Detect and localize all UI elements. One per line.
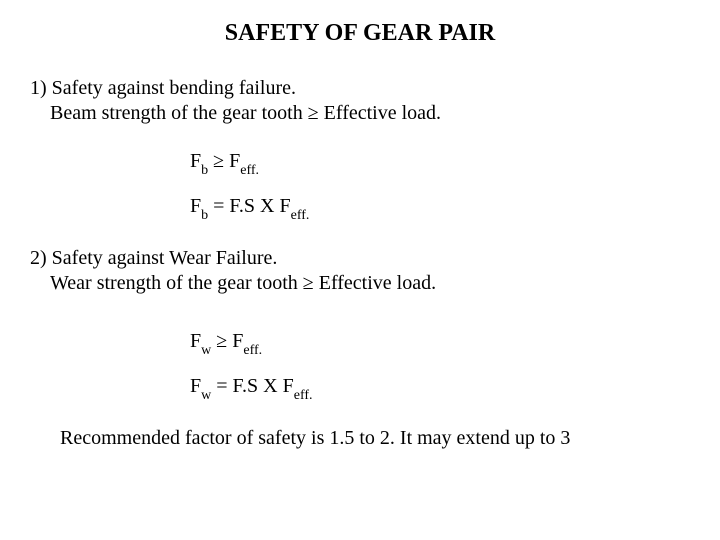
footnote: Recommended factor of safety is 1.5 to 2…: [60, 427, 690, 450]
section1-line: Beam strength of the gear tooth ≥ Effect…: [50, 102, 690, 125]
f11-main: F: [190, 150, 201, 172]
section2-line: Wear strength of the gear tooth ≥ Effect…: [50, 272, 690, 295]
f21-sub2: eff.: [243, 343, 262, 358]
f12-sub1: b: [201, 208, 208, 223]
formula-1-1: Fb ≥ Feff.: [190, 150, 690, 177]
section1-header: 1) Safety against bending failure.: [30, 77, 690, 100]
formula-block-2: Fw ≥ Feff. Fw = F.S X Feff.: [190, 330, 690, 402]
section2-header: 2) Safety against Wear Failure.: [30, 247, 690, 270]
f12-mid: = F.S X F: [208, 195, 291, 217]
f21-main: F: [190, 330, 201, 352]
formula-2-1: Fw ≥ Feff.: [190, 330, 690, 357]
f22-mid: = F.S X F: [211, 375, 294, 397]
f11-sub1: b: [201, 163, 208, 178]
page-title: SAFETY OF GEAR PAIR: [30, 20, 690, 47]
formula-1-2: Fb = F.S X Feff.: [190, 195, 690, 222]
f21-sub1: w: [201, 343, 211, 358]
f22-sub2: eff.: [294, 388, 313, 403]
formula-block-1: Fb ≥ Feff. Fb = F.S X Feff.: [190, 150, 690, 222]
f11-sub2: eff.: [240, 163, 259, 178]
f22-main: F: [190, 375, 201, 397]
f12-main: F: [190, 195, 201, 217]
f11-mid: ≥ F: [208, 150, 240, 172]
f21-mid: ≥ F: [211, 330, 243, 352]
formula-2-2: Fw = F.S X Feff.: [190, 375, 690, 402]
f12-sub2: eff.: [291, 208, 310, 223]
f22-sub1: w: [201, 388, 211, 403]
